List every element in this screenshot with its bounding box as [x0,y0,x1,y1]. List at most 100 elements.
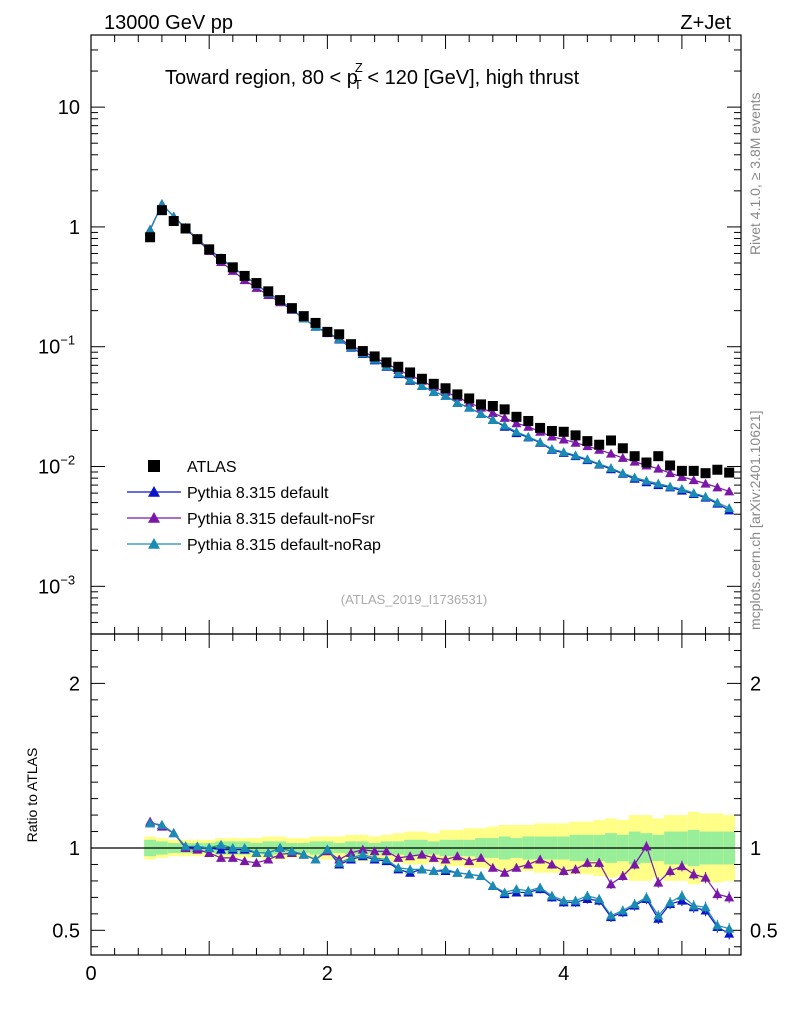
ratio-series-point [381,854,392,864]
ratio-series-point [216,839,226,849]
ratio-series-point [724,892,735,902]
y-tick-label: 10−3 [38,572,75,598]
ratio-series-point [440,864,451,874]
atlas-point [641,457,652,468]
ratio-series-point [558,895,569,905]
atlas-point [227,262,238,273]
ratio-series-point [641,892,652,902]
legend: ATLAS Pythia 8.315 default Pythia 8.315 de… [127,459,381,554]
ratio-series-point [511,884,522,894]
ratio-series-point [676,861,687,871]
series-point [617,468,628,478]
ratio-series-point [665,897,676,907]
atlas-point [204,244,215,255]
y-tick-label: 10 [58,97,80,119]
ratio-series-point [357,844,368,854]
atlas-point [700,468,711,479]
series-point [724,486,735,496]
ratio-y-tick-label: 1 [69,838,80,860]
ratio-series-point [263,847,274,857]
ratio-panel: 0 2 4 2 2 1 1 0.5 0.5 [52,633,778,985]
atlas-point [606,435,616,446]
atlas-point [688,465,699,476]
ratio-series-point [239,843,250,852]
ratio-series-point [487,880,498,890]
atlas-point [487,401,498,412]
ratio-series-point [570,895,581,905]
ratio-series-point [712,920,723,930]
x-tick-label: 0 [85,963,96,985]
ratio-series-point [369,846,380,856]
atlas-point [523,415,534,426]
ratio-series-point [322,844,333,854]
atlas-point [440,383,451,394]
ratio-series-point [476,852,486,862]
ratio-series-point [346,847,356,857]
ratio-series-point [286,846,297,856]
atlas-point [617,443,628,454]
series-point [570,437,581,447]
ratio-series-point [558,866,569,876]
atlas-point [334,329,345,340]
ratio-series-point [546,890,557,900]
ratio-series-point [251,857,262,867]
series-point [676,483,687,493]
ratio-y-tick-label: 0.5 [52,920,80,942]
ratio-series-point [216,844,226,854]
ratio-series-point [298,849,309,859]
series-point [629,472,640,482]
title-sup: Z [355,60,363,75]
ratio-series-point [405,851,416,861]
legend-marker [148,486,160,497]
atlas-point [216,253,226,264]
main-panel: 10 1 10−1 10−2 10−3 [38,34,742,635]
series-point [476,408,486,418]
series-point [570,450,581,460]
ratio-series-point [499,887,510,897]
series-point [665,468,676,478]
ratio-series-point [452,867,463,877]
series-point [546,431,557,441]
atlas-point [180,223,191,234]
series-point [712,497,723,507]
ratio-series-point [606,879,616,889]
ratio-series-point [724,923,735,933]
series-point [393,368,404,378]
ratio-series-point [629,859,640,869]
series-point [558,434,569,444]
ratio-series-point [393,862,404,872]
legend-label: ATLAS [187,459,237,476]
y-tick-label: 1 [69,217,80,239]
ratio-series-point [357,849,368,859]
ratio-series-point [263,854,274,864]
series-point [582,454,593,464]
ratio-series-point [688,869,699,879]
ratio-series-point [405,864,416,874]
ratio-series-point [168,828,179,838]
title-part1: Toward region, 80 < p [165,67,358,89]
ratio-series-point [452,851,463,861]
series-point [653,478,664,488]
series-point [617,452,628,462]
series-point [405,374,416,384]
atlas-point [251,278,262,289]
ratio-series-point [369,852,380,862]
ratio-series-point [227,852,238,862]
ratio-series-point [594,894,605,904]
ratio-y-tick-label-right: 2 [750,673,761,695]
atlas-point [156,205,167,216]
series-point [487,414,498,424]
ratio-series-point [180,841,191,851]
series-point [452,397,463,407]
atlas-point [511,411,522,422]
atlas-point [393,361,404,372]
atlas-point [428,378,439,389]
y-tick-label: 10−1 [38,333,75,359]
atlas-point [192,234,203,245]
series-point [499,412,510,422]
atlas-point [594,439,605,450]
ratio-series-point [582,890,593,900]
ratio-series-point [523,859,534,869]
atlas-point [357,346,368,357]
ratio-series-point [334,857,345,867]
